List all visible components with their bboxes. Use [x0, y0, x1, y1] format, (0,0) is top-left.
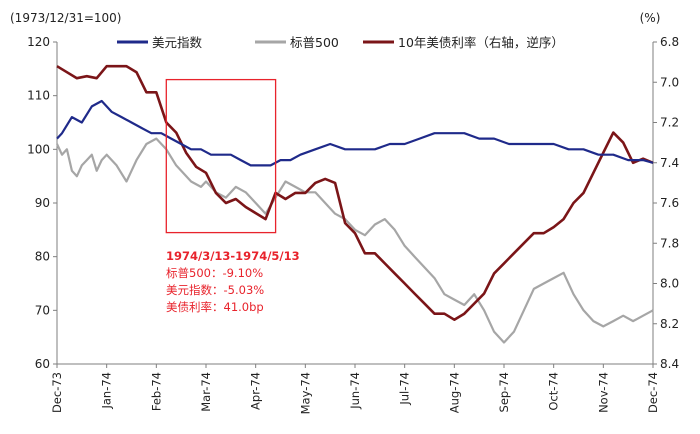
left-tick-label: 70 [35, 303, 50, 317]
right-tick-label: 7.2 [660, 116, 679, 130]
axes: 60 70 80 90 100 110 120 6.8 7.0 7.2 7.4 7.6 7.8 8.0 8.… [27, 35, 679, 414]
right-tick-label: 7.6 [660, 196, 679, 210]
right-tick-label: 8.0 [660, 277, 679, 291]
highlight-box [165, 78, 277, 234]
left-unit-label: (1973/12/31=100) [10, 11, 122, 25]
annotation-sp500: 标普500：-9.10% [166, 266, 263, 280]
left-tick-label: 110 [27, 89, 50, 103]
left-tick-label: 120 [27, 35, 50, 49]
x-tick-label: Jun-74 [348, 372, 362, 410]
x-tick-label: Nov-74 [596, 372, 610, 413]
right-tick-label: 7.0 [660, 75, 679, 89]
legend-label-treasury-yield: 10年美债利率（右轴，逆序） [398, 35, 564, 50]
right-tick-label: 8.4 [660, 357, 679, 371]
right-tick-label: 7.8 [660, 236, 679, 250]
x-tick-label: Dec-74 [646, 372, 660, 413]
usd-index-line [56, 99, 654, 167]
legend: 美元指数 标普500 10年美债利率（右轴，逆序） [117, 35, 564, 50]
annotation-yield: 美债利率：41.0bp [166, 300, 264, 314]
x-tick-label: May-74 [298, 372, 312, 414]
right-tick-label: 7.4 [660, 156, 679, 170]
legend-label-sp500: 标普500 [290, 35, 339, 50]
x-tick-label: Oct-74 [547, 372, 561, 411]
x-tick-label: Sep-74 [497, 372, 511, 412]
left-tick-label: 60 [35, 357, 50, 371]
x-tick-label: Feb-74 [149, 372, 163, 411]
x-tick-label: Apr-74 [249, 372, 263, 410]
right-unit-label: (%) [640, 11, 661, 25]
right-tick-label: 6.8 [660, 35, 679, 49]
x-tick-label: Aug-74 [447, 372, 461, 413]
left-tick-label: 90 [35, 196, 50, 210]
right-tick-label: 8.2 [660, 317, 679, 331]
annotation: 1974/3/13-1974/5/13 标普500：-9.10% 美元指数：-5… [166, 249, 300, 314]
treasury-yield-line [56, 64, 654, 322]
x-tick-label: Jul-74 [398, 372, 412, 406]
annotation-usd-index: 美元指数：-5.03% [166, 283, 264, 297]
left-tick-label: 80 [35, 250, 50, 264]
left-tick-label: 100 [27, 142, 50, 156]
x-tick-label: Mar-74 [199, 372, 213, 412]
x-tick-label: Jan-74 [100, 372, 114, 410]
x-tick-label: Dec-73 [50, 372, 64, 413]
annotation-title: 1974/3/13-1974/5/13 [166, 249, 300, 263]
legend-label-usd-index: 美元指数 [152, 35, 203, 50]
sp500-line [56, 137, 654, 344]
series-lines [56, 64, 654, 344]
